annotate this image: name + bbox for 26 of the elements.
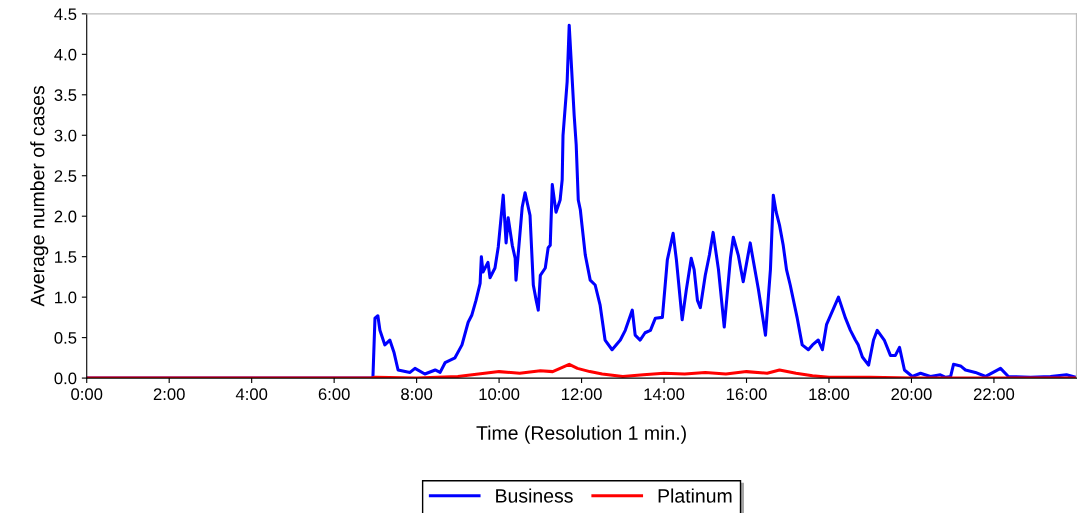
legend-label: Platinum xyxy=(658,488,732,503)
y-tick-label: 1.0 xyxy=(55,291,77,304)
y-tick-label: 1.5 xyxy=(55,251,77,263)
y-tick-label: 2.0 xyxy=(54,210,77,223)
x-tick-label: 2:00 xyxy=(153,388,185,401)
y-tick-label: 4.5 xyxy=(54,8,77,21)
legend-label: Business xyxy=(496,488,573,503)
x-axis-title: Time (Resolution 1 min.) xyxy=(476,425,686,444)
x-tick-label: 6:00 xyxy=(318,388,350,401)
x-tick-label: 8:00 xyxy=(401,388,433,401)
y-tick-label: 0.5 xyxy=(54,332,77,344)
x-tick-label: 16:00 xyxy=(726,388,767,401)
x-tick-label: 4:00 xyxy=(235,388,268,401)
y-tick-label: 0.0 xyxy=(54,372,77,385)
x-tick-label: 20:00 xyxy=(891,388,932,401)
y-axis-title: Average number of cases xyxy=(30,86,49,307)
x-tick-label: 22:00 xyxy=(973,388,1015,401)
x-tick-label: 12:00 xyxy=(561,388,602,401)
x-tick-label: 10:00 xyxy=(479,388,520,401)
y-tick-label: 3.0 xyxy=(54,129,77,142)
y-tick-label: 2.5 xyxy=(54,170,77,182)
x-tick-label: 0:00 xyxy=(71,388,103,401)
x-tick-label: 14:00 xyxy=(644,388,685,401)
x-tick-label: 18:00 xyxy=(809,388,850,401)
y-tick-label: 4.0 xyxy=(54,48,77,61)
y-tick-label: 3.5 xyxy=(54,89,77,101)
